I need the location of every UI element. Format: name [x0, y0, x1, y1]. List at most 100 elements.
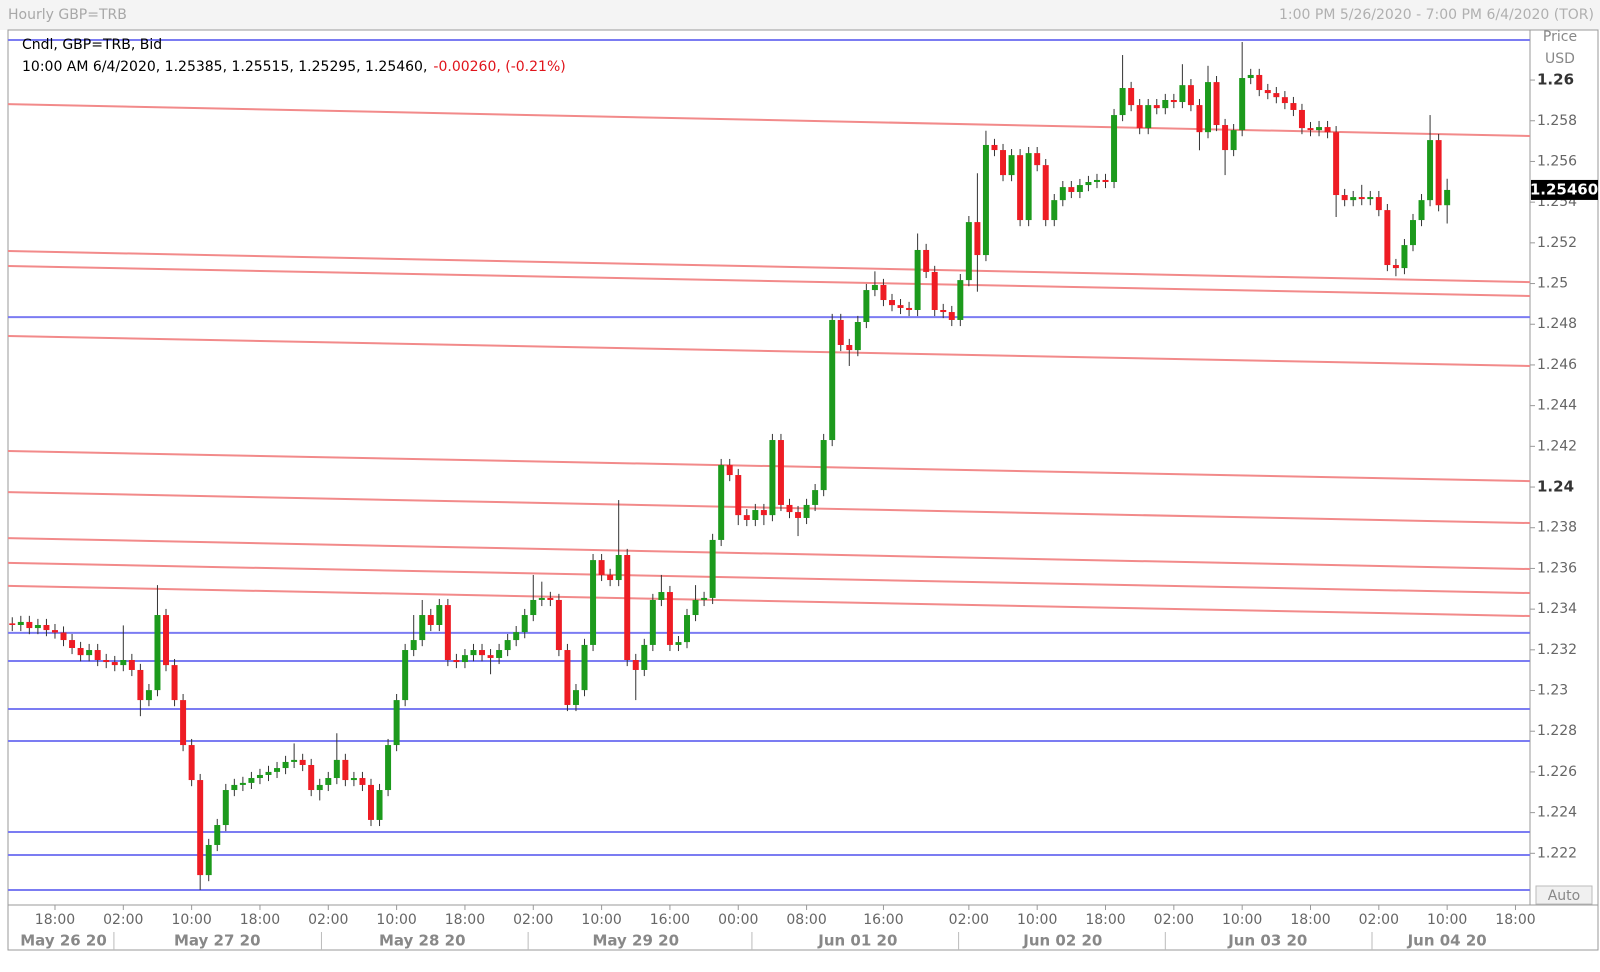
candle-body — [624, 555, 631, 660]
candle-body — [769, 440, 776, 516]
candle-body — [103, 660, 110, 663]
y-tick-label: 1.236 — [1537, 560, 1577, 576]
candle-body — [923, 249, 930, 272]
candle-body — [333, 759, 340, 779]
candle-body — [521, 615, 528, 633]
candle-body — [1145, 105, 1152, 129]
candle-body — [632, 660, 639, 670]
candle-body — [1196, 105, 1203, 133]
candle-body — [735, 475, 742, 516]
candle-body — [649, 599, 656, 645]
x-tick-label: 02:00 — [308, 912, 348, 928]
candle-body — [342, 759, 349, 781]
candle-body — [598, 560, 605, 575]
candle-body — [889, 300, 895, 306]
candle-body — [982, 144, 989, 256]
candle-body — [1059, 187, 1066, 201]
x-tick-label: 02:00 — [949, 912, 989, 928]
x-tick-label: 10:00 — [376, 912, 416, 928]
candle-body — [60, 632, 67, 641]
candle-body — [1401, 245, 1408, 269]
candle-body — [461, 655, 468, 663]
candle-body — [675, 642, 682, 645]
y-tick-label: 1.252 — [1537, 235, 1577, 251]
candle-body — [1427, 140, 1434, 201]
scale-mode-button[interactable] — [1535, 885, 1593, 905]
candle-body — [1256, 74, 1263, 91]
trend-line — [7, 335, 1531, 367]
candle-body — [863, 290, 870, 323]
candle-body — [1409, 220, 1416, 246]
candle-body — [69, 640, 76, 648]
candle-body — [948, 312, 955, 320]
candle-body — [1307, 128, 1314, 131]
y-tick-label: 1.26 — [1537, 71, 1574, 89]
y-tick-label: 1.258 — [1537, 113, 1577, 129]
candle-body — [1281, 97, 1288, 104]
y-tick-label: 1.242 — [1537, 438, 1577, 454]
candle-body — [547, 597, 554, 600]
candle-body — [385, 745, 392, 791]
trend-line — [7, 537, 1531, 571]
trend-line — [7, 450, 1531, 483]
candle-body — [111, 662, 118, 666]
x-tick-label: 18:00 — [240, 912, 280, 928]
candle-body — [1264, 90, 1271, 94]
x-tick-label: 18:00 — [1085, 912, 1125, 928]
y-tick-label: 1.23 — [1537, 683, 1568, 699]
candle-body — [795, 512, 802, 518]
candle-body — [1034, 153, 1041, 166]
candle-body — [1128, 87, 1135, 106]
candle-body — [470, 650, 477, 656]
y-tick-label: 1.24 — [1537, 478, 1574, 496]
candle-body — [154, 615, 161, 691]
scale-mode[interactable]: Auto — [1548, 888, 1581, 904]
axis-title: Price — [1543, 29, 1577, 45]
change-text: -0.00260, (-0.21%) — [433, 59, 565, 75]
candle-body — [86, 650, 93, 656]
candle-body — [1341, 195, 1348, 201]
candle-body — [1222, 125, 1229, 151]
x-tick-label: 02:00 — [1154, 912, 1194, 928]
candle-body — [752, 510, 759, 520]
x-tick-label: 02:00 — [513, 912, 553, 928]
candle-body — [1375, 197, 1382, 211]
candle-body — [265, 771, 272, 775]
candle-body — [308, 765, 315, 791]
candle-body — [965, 222, 972, 281]
date-label: May 27 20 — [174, 932, 261, 950]
date-label: Jun 04 20 — [1407, 932, 1487, 950]
series-label: Cndl, GBP=TRB, Bid — [22, 37, 162, 53]
y-tick-label: 1.246 — [1537, 357, 1577, 373]
y-tick-label: 1.232 — [1537, 642, 1577, 658]
x-tick-label: 08:00 — [786, 912, 826, 928]
y-tick-label: 1.25 — [1537, 276, 1568, 292]
candle-body — [786, 504, 793, 513]
candle-body — [393, 700, 400, 746]
candle-body — [1119, 87, 1126, 116]
x-tick-label: 10:00 — [1017, 912, 1057, 928]
candle-body — [1273, 93, 1280, 98]
candle-body — [402, 650, 409, 701]
candle-body — [590, 560, 597, 645]
candle-body — [1444, 189, 1451, 206]
candle-body — [1367, 197, 1374, 200]
y-tick-label: 1.228 — [1537, 723, 1577, 739]
candle-body — [991, 144, 998, 151]
axes: 1.222 1.224 1.226 1.228 1.23 1.232 1.234 1.236 1… — [20, 71, 1598, 950]
candle-body — [718, 465, 725, 540]
candle-body — [1324, 127, 1331, 133]
candle-body — [1384, 210, 1391, 266]
candle-body — [316, 784, 323, 791]
candle-body — [34, 625, 41, 629]
candle-body — [17, 621, 24, 625]
candle-body — [709, 539, 716, 598]
candle-body — [1350, 197, 1357, 201]
candle-body — [1025, 153, 1032, 221]
candle-body — [444, 605, 451, 660]
candle-body — [931, 271, 938, 310]
x-tick-label: 02:00 — [103, 912, 143, 928]
x-tick-label: 02:00 — [1359, 912, 1399, 928]
date-label: May 29 20 — [592, 932, 679, 950]
